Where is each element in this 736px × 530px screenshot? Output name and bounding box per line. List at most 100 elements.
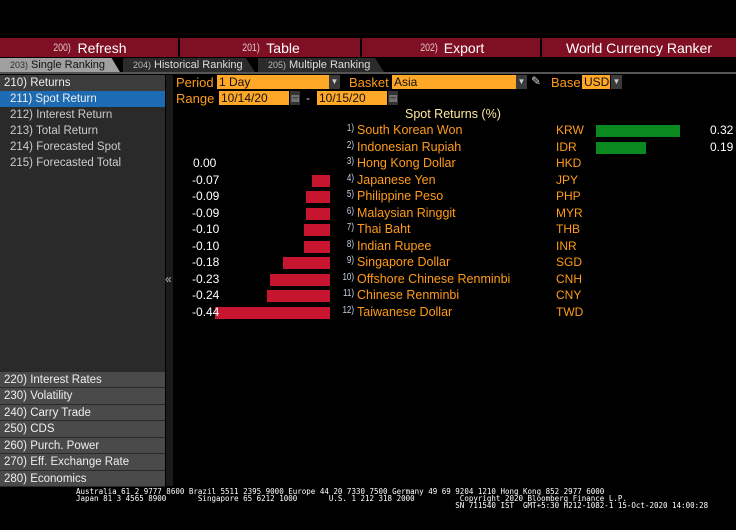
rank-number: 2)	[346, 139, 354, 151]
currency-name: Offshore Chinese Renminbi	[357, 271, 511, 286]
rank-number: 6)	[346, 205, 354, 217]
base-select[interactable]: USD	[582, 75, 610, 89]
tab-single-ranking[interactable]: 203) Single Ranking	[0, 58, 120, 72]
positive-bar	[596, 125, 680, 137]
sidebar-item-eff-exchange-rate[interactable]: 270) Eff. Exchange Rate	[0, 454, 165, 471]
rank-number: 9)	[346, 255, 354, 266]
export-number: 202)	[419, 41, 438, 54]
negative-bar	[306, 207, 330, 220]
basket-select[interactable]: Asia	[392, 75, 516, 89]
negative-bar	[269, 273, 330, 286]
sidebar-item-forecasted-spot[interactable]: 214) Forecasted Spot	[10, 141, 121, 153]
table-row[interactable]: 0.32 1) South Korean Won KRW	[0, 123, 736, 139]
table-title: Spot Returns (%)	[405, 107, 501, 121]
sidebar-item-economics[interactable]: 280) Economics	[0, 471, 165, 487]
app-title: World Currency Ranker	[542, 38, 736, 57]
sidebar-item-interest-rates[interactable]: 220) Interest Rates	[0, 372, 165, 388]
sidebar-item-volatility[interactable]: 230) Volatility	[0, 388, 165, 405]
currency-name: Taiwanese Dollar	[357, 304, 453, 319]
value-label: -0.09	[192, 189, 220, 203]
rank-number: 11)	[343, 288, 354, 299]
currency-name: Thai Baht	[357, 222, 411, 236]
refresh-button[interactable]: 200) Refresh	[0, 38, 178, 57]
tab-number: 204)	[133, 60, 152, 70]
value-label: -0.23	[192, 271, 220, 286]
currency-code: IDR	[556, 139, 577, 154]
negative-bar	[267, 290, 330, 302]
sidebar-item-purch-power[interactable]: 260) Purch. Power	[0, 438, 165, 454]
calendar-icon[interactable]: ▤	[290, 91, 300, 105]
table-row[interactable]: -0.10 8) Indian Rupee INR	[0, 239, 736, 255]
sidebar-item-total-return[interactable]: 213) Total Return	[10, 125, 99, 137]
chevron-down-icon[interactable]: ▼	[611, 75, 622, 89]
period-select[interactable]: 1 Day	[217, 75, 329, 89]
sidebar-item-spot-return[interactable]: 211) Spot Return	[0, 91, 165, 107]
negative-bar	[303, 240, 330, 253]
table-row[interactable]: -0.09 5) Philippine Peso PHP	[0, 189, 736, 205]
table-number: 201)	[242, 41, 261, 54]
sidebar: 210) Returns 211) Spot Return 212) Inter…	[0, 75, 165, 487]
sidebar-item-cds[interactable]: 250) CDS	[0, 421, 165, 438]
value-label: -0.44	[192, 304, 220, 319]
tab-historical-ranking[interactable]: 204) Historical Ranking	[123, 58, 255, 72]
value-label: -0.18	[192, 255, 220, 269]
value-label: 0.32	[710, 123, 734, 137]
value-label: -0.09	[192, 205, 220, 220]
currency-name: Indian Rupee	[357, 238, 432, 253]
footer-line: SN 711540 IST GMT+5:30 H212-1082-1 15-Oc…	[76, 501, 709, 510]
sidebar-item-forecasted-total[interactable]: 215) Forecasted Total	[10, 157, 122, 169]
rank-number: 10)	[342, 271, 354, 283]
table-row[interactable]: -0.09 6) Malaysian Ringgit MYR	[0, 206, 736, 222]
currency-code: KRW	[556, 123, 584, 137]
calendar-icon[interactable]: ▤	[388, 91, 398, 105]
currency-name: Chinese Renminbi	[357, 288, 460, 302]
currency-code: PHP	[556, 189, 581, 203]
currency-name: Indonesian Rupiah	[357, 139, 462, 154]
export-button[interactable]: 202) Export	[362, 38, 540, 57]
tab-number: 205)	[268, 60, 287, 70]
table-row[interactable]: 0.00 3) Hong Kong Dollar HKD	[0, 156, 736, 172]
tab-multiple-ranking[interactable]: 205) Multiple Ranking	[258, 58, 384, 72]
range-label: Range	[176, 91, 215, 106]
rank-number: 7)	[346, 222, 354, 233]
table-row[interactable]: -0.23 10) Offshore Chinese Renminbi CNH	[0, 272, 736, 288]
sidebar-splitter[interactable]	[166, 75, 173, 486]
chevron-down-icon[interactable]: ▼	[329, 75, 340, 89]
range-from-input[interactable]: 10/14/20	[219, 91, 289, 105]
base-label: Base	[551, 75, 581, 90]
edit-pencil-icon[interactable]: ✎	[531, 74, 542, 88]
toolbar: 200) Refresh 201) Table 202) Export World C…	[0, 38, 736, 57]
value-label: 0.19	[710, 139, 734, 154]
range-to-input[interactable]: 10/15/20	[317, 91, 387, 105]
currency-code: CNY	[556, 288, 582, 302]
period-label: Period	[176, 75, 214, 90]
table-row[interactable]: -0.18 9) Singapore Dollar SGD	[0, 255, 736, 271]
table-button[interactable]: 201) Table	[180, 38, 360, 57]
table-row[interactable]: -0.07 4) Japanese Yen JPY	[0, 173, 736, 189]
chevron-down-icon[interactable]: ▼	[516, 75, 527, 89]
currency-code: JPY	[556, 172, 579, 187]
sidebar-item-carry-trade[interactable]: 240) Carry Trade	[0, 405, 165, 421]
tab-label: Multiple Ranking	[289, 59, 371, 71]
value-label: 0.00	[193, 156, 217, 170]
value-label: -0.24	[192, 288, 220, 302]
tab-number: 203)	[10, 60, 29, 70]
collapse-sidebar-icon[interactable]: «	[165, 272, 172, 286]
tab-bar: 203) Single Ranking 204) Historical Rankin…	[0, 58, 387, 72]
table-row[interactable]: 0.19 2) Indonesian Rupiah IDR	[0, 140, 736, 156]
table-row[interactable]: -0.24 11) Chinese Renminbi CNY	[0, 288, 736, 304]
currency-name: Philippine Peso	[357, 189, 444, 203]
negative-bar	[214, 306, 330, 319]
value-label: -0.07	[192, 172, 220, 187]
currency-name: Singapore Dollar	[357, 255, 451, 269]
negative-bar	[303, 224, 330, 236]
currency-code: THB	[556, 222, 580, 236]
table-row[interactable]: -0.10 7) Thai Baht THB	[0, 222, 736, 238]
sidebar-item-interest-return[interactable]: 212) Interest Return	[10, 109, 113, 121]
table-row[interactable]: -0.44 12) Taiwanese Dollar TWD	[0, 305, 736, 321]
sidebar-header-returns[interactable]: 210) Returns	[0, 75, 165, 91]
tab-label: Historical Ranking	[154, 59, 243, 71]
currency-code: TWD	[556, 304, 584, 319]
currency-code: INR	[556, 238, 577, 253]
refresh-number: 200)	[53, 41, 72, 54]
